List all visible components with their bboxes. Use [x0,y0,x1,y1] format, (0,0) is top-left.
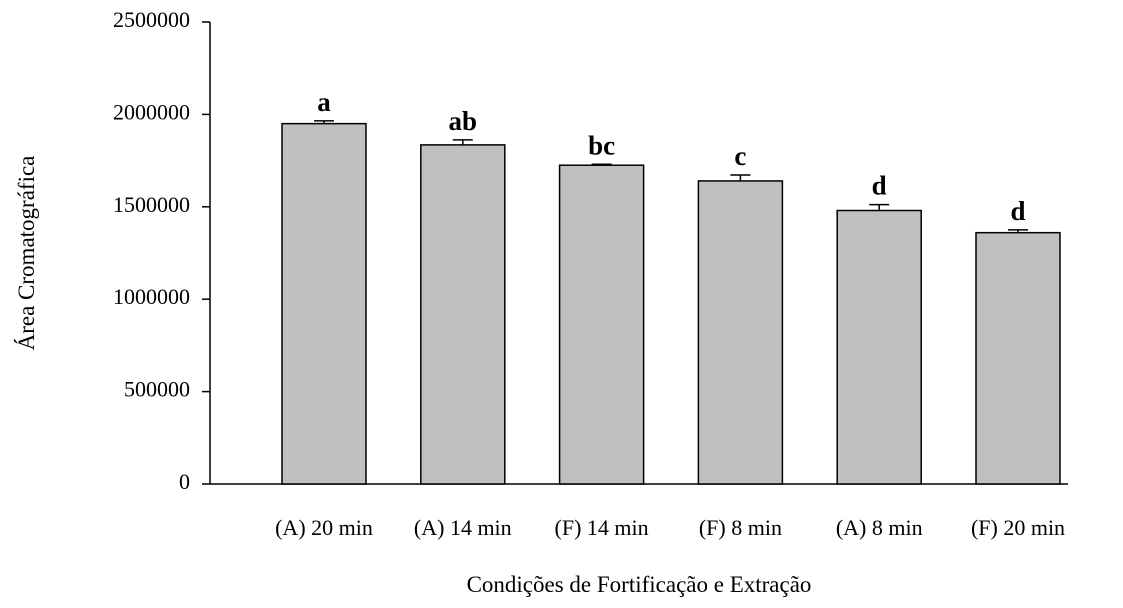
x-axis-label: Condições de Fortificação e Extração [467,572,812,597]
y-axis-label: Área Cromatográfica [14,156,39,351]
group-label: bc [588,130,615,160]
x-tick-label: (F) 14 min [555,515,649,540]
y-tick-label: 2500000 [113,7,190,32]
x-tick-label: (F) 8 min [699,515,782,540]
y-tick-label: 2000000 [113,99,190,124]
bar [420,144,506,485]
group-label: d [872,171,887,201]
bar [836,209,922,485]
group-label: a [317,87,331,117]
y-tick-label: 1500000 [113,192,190,217]
bar [558,164,645,485]
x-tick-label: (A) 8 min [836,515,923,540]
group-label: ab [449,106,478,136]
x-tick-label: (A) 14 min [414,515,512,540]
group-label: d [1010,196,1025,226]
x-tick-label: (F) 20 min [971,515,1065,540]
bar [975,231,1061,485]
bar [281,122,367,485]
y-tick-label: 500000 [124,377,190,402]
bar [697,180,784,485]
y-tick-label: 0 [179,469,190,494]
x-tick-label: (A) 20 min [275,515,373,540]
y-tick-label: 1000000 [113,284,190,309]
group-label: c [734,141,746,171]
